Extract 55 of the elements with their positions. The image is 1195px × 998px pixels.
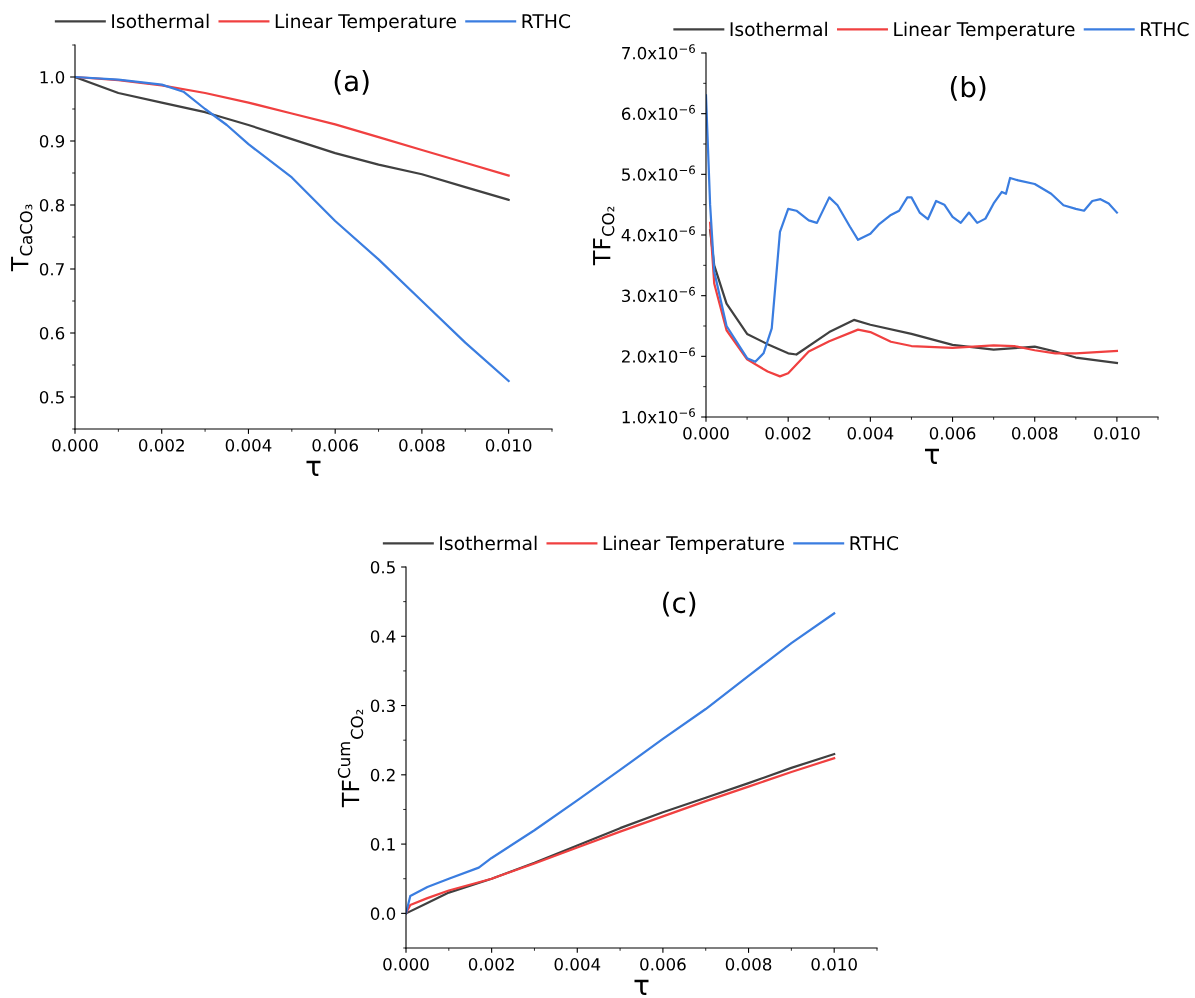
- x-tick-label: 0.004: [847, 427, 894, 440]
- y-tick-label: 1.0: [40, 70, 65, 84]
- x-tick-label: 0.008: [399, 439, 445, 452]
- y-axis-title: TF$^{Cum}$$_{CO₂}$: [337, 709, 364, 808]
- x-axis-title: τ: [634, 979, 649, 995]
- x-tick-label: 0.002: [138, 439, 184, 452]
- x-tick-label: 0.004: [554, 958, 601, 971]
- y-tick-label: 0.5: [370, 560, 395, 574]
- legend-label: Isothermal: [112, 13, 209, 29]
- legend-label: Linear Temperature: [275, 13, 456, 32]
- x-tick-label: 0.008: [1011, 427, 1058, 440]
- text: (a): [334, 69, 369, 95]
- y-tick-label: 0.1: [370, 838, 395, 851]
- y-axis-title: TF$_{CO₂}$: [593, 206, 615, 266]
- y-tick-label: 4.0x10$^{−6}$: [621, 226, 695, 242]
- x-tick-label: 0.010: [485, 439, 532, 452]
- y-tick-label: 0.7: [39, 262, 64, 276]
- x-axis-title: τ: [925, 448, 940, 464]
- x-tick-label: 0.002: [765, 427, 811, 440]
- text: (c): [663, 591, 696, 617]
- y-tick-label: 0.2: [370, 768, 395, 782]
- x-tick-label: 0.008: [725, 958, 772, 971]
- x-axis-title: τ: [306, 460, 321, 476]
- y-axis-title: T$_{CaCO₃}$: [11, 204, 33, 272]
- y-tick-label: 5.0x10$^{−6}$: [622, 165, 695, 181]
- legend-label: RTHC: [1141, 22, 1189, 37]
- x-tick-label: 0.004: [225, 439, 272, 452]
- y-tick-label: 1.0x10$^{−6}$: [622, 408, 695, 424]
- text: (b): [950, 75, 986, 101]
- legend-label: Isothermal: [730, 21, 827, 37]
- x-tick-label: 0.010: [811, 958, 857, 971]
- legend-label: Linear Temperature: [603, 535, 784, 554]
- x-tick-label: 0.000: [52, 439, 98, 452]
- legend-label: Isothermal: [440, 535, 537, 551]
- x-tick-label: 0.002: [468, 958, 514, 971]
- y-tick-label: 7.0x10$^{−6}$: [622, 44, 695, 60]
- y-tick-label: 0.9: [39, 134, 65, 148]
- x-tick-label: 0.006: [929, 427, 976, 440]
- x-tick-label: 0.010: [1094, 427, 1140, 440]
- x-tick-label: 0.000: [683, 427, 729, 440]
- x-tick-label: 0.000: [383, 958, 429, 971]
- y-tick-label: 2.0x10$^{−6}$: [622, 347, 695, 363]
- y-tick-label: 6.0x10$^{−6}$: [621, 104, 695, 121]
- y-tick-label: 0.5: [39, 390, 64, 404]
- y-tick-label: 0.6: [39, 326, 65, 340]
- legend-label: Linear Temperature: [894, 21, 1075, 40]
- legend-label: RTHC: [850, 536, 899, 551]
- y-tick-label: 3.0x10$^{−6}$: [622, 286, 695, 303]
- y-tick-label: 0.3: [370, 699, 395, 713]
- legend-label: RTHC: [522, 14, 571, 29]
- x-tick-label: 0.006: [640, 958, 686, 971]
- y-tick-label: 0.4: [370, 630, 396, 643]
- y-tick-label: 0.0: [370, 907, 396, 920]
- y-tick-label: 0.8: [39, 198, 65, 212]
- x-tick-label: 0.006: [312, 439, 358, 452]
